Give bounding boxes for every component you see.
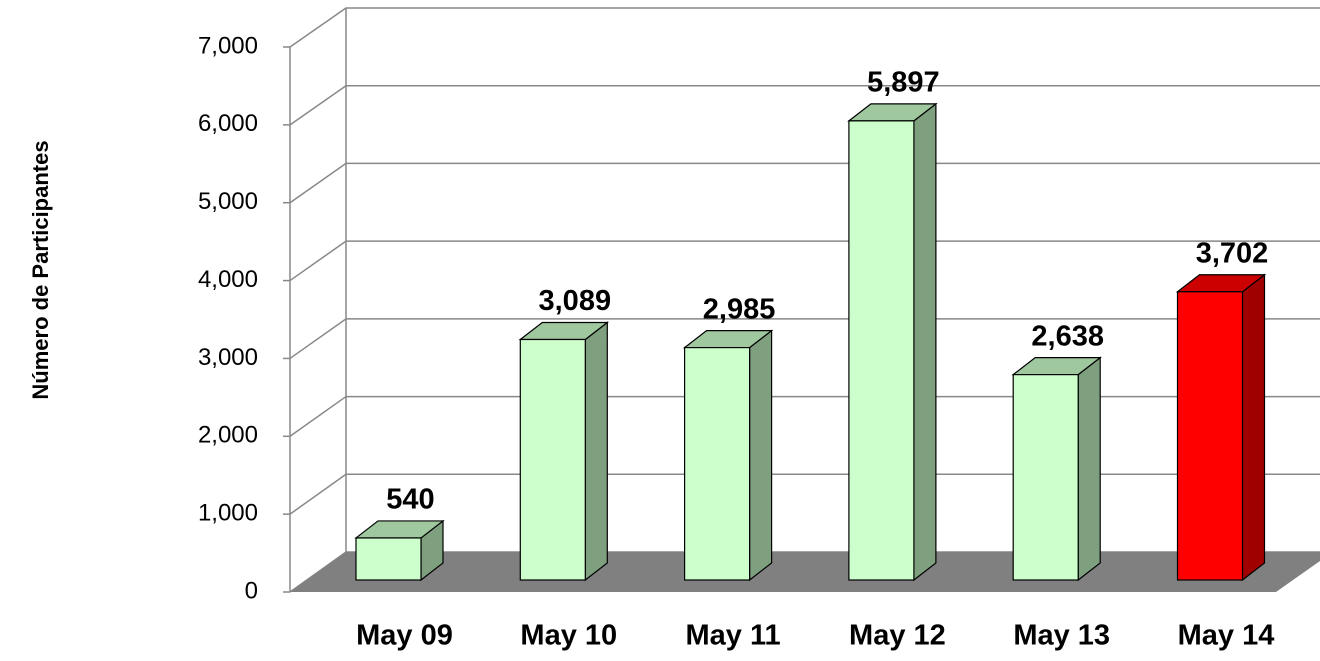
bar [355, 537, 422, 581]
y-tick-label: 7,000 [198, 32, 258, 59]
value-label: 2,985 [703, 293, 776, 325]
x-tick-label: May 12 [849, 620, 946, 652]
x-tick-label: May 13 [1013, 620, 1110, 652]
grid-line [289, 7, 1320, 48]
y-tick-label: 1,000 [198, 499, 258, 526]
grid-line [289, 240, 1320, 282]
x-tick-label: May 10 [520, 620, 617, 652]
bar-side [913, 102, 937, 582]
bar [683, 346, 751, 581]
bar-side [748, 329, 773, 582]
x-tick-label: May 09 [356, 620, 453, 652]
y-tick-label: 2,000 [198, 422, 258, 449]
value-label: 540 [386, 484, 434, 516]
y-tick-label: 3,000 [198, 344, 258, 371]
bar-side [584, 321, 608, 582]
value-label: 2,638 [1031, 320, 1104, 352]
value-label: 3,089 [539, 285, 612, 317]
bar [848, 120, 915, 581]
y-tick-label: 6,000 [198, 110, 258, 137]
grid-line [289, 84, 1320, 126]
grid-line [289, 395, 1320, 437]
y-tick-label: 5,000 [198, 188, 258, 215]
bar [1176, 291, 1244, 581]
y-tick-label: 4,000 [198, 266, 258, 293]
grid-line [289, 318, 1320, 360]
x-tick-label: May 14 [1178, 620, 1275, 652]
value-label: 5,897 [867, 67, 940, 99]
bar [519, 338, 586, 581]
value-label: 3,702 [1196, 237, 1269, 269]
y-tick-label: 0 [245, 577, 258, 604]
grid-line [289, 162, 1320, 204]
x-tick-label: May 11 [686, 620, 781, 652]
bar-side [1241, 273, 1266, 582]
y-axis-title: Número de Participantes [28, 140, 53, 399]
bar [1012, 374, 1079, 581]
bar-side [1077, 356, 1101, 582]
floor [290, 552, 1320, 592]
grid-line [289, 473, 1320, 515]
